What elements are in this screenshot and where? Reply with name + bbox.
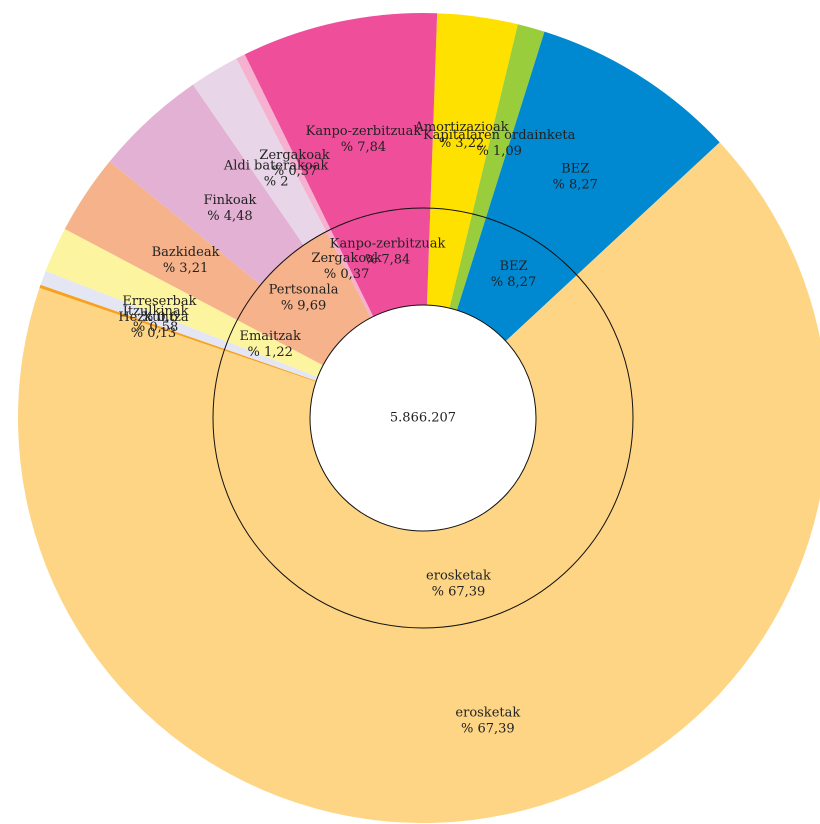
- segment: [326, 229, 374, 318]
- segments: [18, 13, 820, 823]
- value-label: % 0,58: [133, 320, 178, 335]
- segment-label: BEZ: [499, 259, 527, 274]
- value-label: % 0,13: [131, 326, 176, 341]
- value-label: % 67,39: [432, 584, 486, 599]
- segment: [192, 58, 327, 246]
- value-label: % 7,84: [341, 140, 386, 155]
- segment-label: Bazkideak: [152, 245, 220, 260]
- ring-outline: [212, 207, 634, 629]
- value-label: % 1,09: [476, 144, 521, 159]
- value-label: % 7,84: [365, 253, 410, 268]
- segment-label: Pertsonala: [269, 282, 339, 297]
- segment-label: Amortizazioak: [413, 120, 508, 135]
- segment: [64, 161, 261, 321]
- value-label: % 9,69: [281, 298, 326, 313]
- segment-label: Kapitalaren ordainketa: [423, 128, 576, 143]
- segment: [40, 270, 228, 349]
- value-label: % 1,22: [247, 345, 292, 360]
- center-hole: [309, 304, 537, 532]
- center-label: 5.866.207: [390, 411, 456, 426]
- segment: [45, 256, 231, 342]
- segment: [330, 208, 431, 317]
- segment: [213, 275, 634, 628]
- value-label: % 3,22: [439, 136, 484, 151]
- segment: [430, 13, 518, 214]
- segment-label: Itzulkinak: [123, 304, 189, 319]
- value-label: % 8,27: [552, 178, 597, 193]
- segment-label: Finkoak: [203, 193, 256, 208]
- segment-label: Aldi baterakoak: [223, 158, 329, 173]
- segment-label: BEZ: [561, 162, 589, 177]
- segment-label: Emaitzak: [239, 329, 301, 344]
- value-label: % 2: [264, 174, 289, 189]
- segment-label: Kanpo-zerbitzuak: [306, 124, 422, 139]
- segment: [449, 213, 486, 311]
- segment: [224, 341, 318, 381]
- segment: [230, 320, 324, 374]
- value-label: % 0,6: [141, 310, 178, 325]
- segment: [237, 231, 371, 366]
- segment: [485, 31, 720, 276]
- segment-label: Zergakoak: [259, 148, 329, 163]
- segment: [426, 208, 473, 309]
- value-label: % 4,48: [207, 209, 252, 224]
- segment-label: Erreserbak: [122, 294, 196, 309]
- value-label: % 67,39: [461, 722, 515, 737]
- segment: [227, 334, 320, 377]
- segment: [236, 54, 331, 232]
- segment-label: Zergakoak: [311, 251, 381, 266]
- segment: [472, 24, 545, 218]
- segment: [51, 229, 238, 335]
- value-label: % 0,37: [324, 267, 369, 282]
- segment-label: erosketak: [455, 706, 520, 721]
- segment: [244, 13, 438, 230]
- segment: [109, 84, 304, 285]
- segment: [39, 284, 225, 351]
- segment: [18, 142, 820, 823]
- value-label: % 8,27: [491, 275, 536, 290]
- value-label: % 3,21: [163, 261, 208, 276]
- segment: [224, 348, 317, 382]
- segment-label: erosketak: [426, 568, 491, 583]
- segment-label: Hezkuntza: [118, 310, 189, 325]
- segment-label: Kanpo-zerbitzuak: [330, 237, 446, 252]
- value-label: % 0,37: [272, 164, 317, 179]
